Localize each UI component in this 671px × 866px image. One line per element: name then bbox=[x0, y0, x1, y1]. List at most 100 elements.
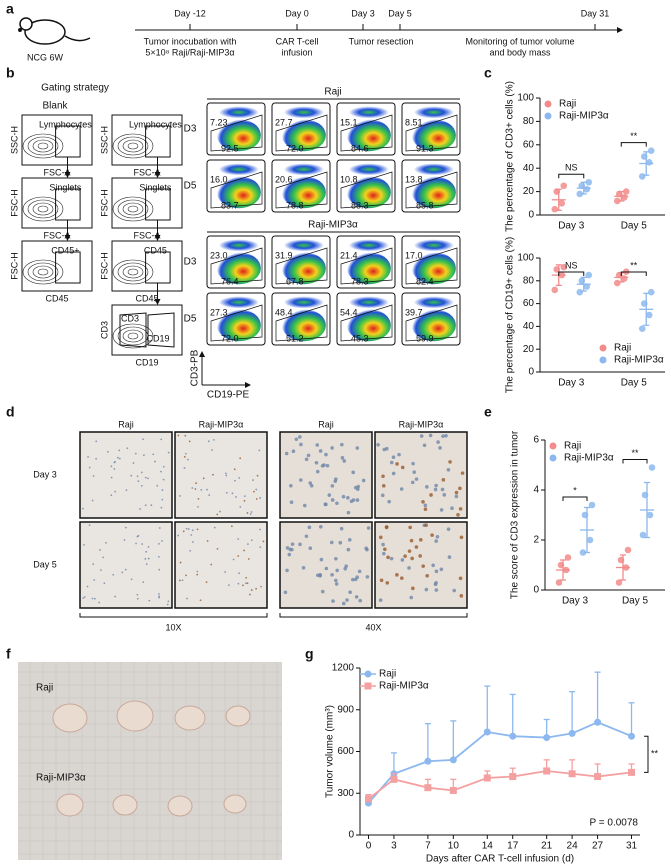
ihc-cell bbox=[92, 563, 95, 566]
ihc-cell bbox=[234, 479, 236, 482]
ihc-cell bbox=[260, 585, 262, 588]
ihc-cell bbox=[230, 525, 233, 528]
y-tick-label: 0 bbox=[528, 367, 534, 378]
flow-density bbox=[218, 296, 259, 309]
data-point bbox=[558, 200, 566, 207]
ihc-cell bbox=[448, 460, 452, 464]
ihc-cell bbox=[410, 480, 415, 485]
ihc-cell bbox=[434, 588, 439, 592]
ihc-cell bbox=[399, 487, 404, 491]
ihc-cell bbox=[118, 457, 121, 460]
ihc-cell bbox=[330, 498, 335, 502]
ihc-cell bbox=[284, 451, 289, 456]
significance-bracket bbox=[558, 271, 585, 276]
ihc-cell bbox=[434, 483, 438, 488]
ihc-cell bbox=[342, 459, 347, 463]
flow-gate bbox=[405, 114, 458, 152]
gating-x-label: FSC-A bbox=[44, 230, 71, 240]
ihc-cell bbox=[233, 468, 236, 471]
ihc-cell bbox=[106, 450, 109, 453]
ihc-cell bbox=[458, 507, 463, 511]
flow-gate bbox=[210, 114, 263, 152]
ihc-cell bbox=[425, 573, 429, 578]
flow-density bbox=[283, 163, 324, 176]
x-tick-label: 31 bbox=[626, 841, 638, 852]
flow-value: 8.51 bbox=[405, 117, 423, 127]
ihc-cell bbox=[395, 462, 399, 466]
marker bbox=[599, 344, 607, 352]
ihc-cell bbox=[335, 501, 339, 506]
contour bbox=[117, 199, 149, 219]
flow-gate bbox=[210, 171, 263, 209]
marker bbox=[544, 112, 552, 120]
ihc-cell bbox=[235, 496, 237, 498]
flow-value: 23.0 bbox=[210, 250, 228, 260]
photo-label: Raji-MIP3α bbox=[36, 773, 86, 784]
y-tick-label: 60 bbox=[523, 298, 535, 309]
ihc-cell bbox=[148, 599, 151, 602]
ihc-cell bbox=[179, 561, 182, 564]
ihc-cell bbox=[121, 571, 124, 574]
mouse-label: NCG 6W bbox=[27, 52, 64, 62]
ihc-cell bbox=[114, 595, 117, 598]
ihc-cell bbox=[158, 595, 160, 598]
ihc-cell bbox=[381, 542, 385, 547]
marker bbox=[549, 442, 557, 450]
ihc-cell bbox=[150, 504, 153, 507]
ihc-cell bbox=[246, 582, 249, 585]
ihc-cell bbox=[188, 440, 191, 443]
significance-bracket bbox=[644, 735, 649, 773]
flow-value: 78.8 bbox=[286, 200, 304, 210]
flow-gate bbox=[340, 304, 393, 342]
flow-density bbox=[348, 296, 389, 309]
ihc-cell bbox=[344, 564, 348, 568]
ihc-cell bbox=[391, 455, 396, 460]
ihc-cell bbox=[141, 543, 144, 545]
ihc-cell bbox=[143, 454, 145, 456]
ihc-cell bbox=[88, 466, 91, 469]
ihc-cell bbox=[145, 550, 148, 553]
ihc-cell bbox=[439, 567, 444, 572]
y-axis-label: Tumor volume (mm³) bbox=[325, 705, 336, 798]
timeline-event: Tumor resection bbox=[349, 36, 414, 46]
ihc-cell bbox=[197, 497, 200, 500]
ihc-cell bbox=[247, 543, 249, 546]
flow-density bbox=[218, 239, 259, 252]
ihc-cell bbox=[383, 547, 387, 552]
ihc-cell bbox=[124, 526, 127, 529]
ihc-cell bbox=[329, 540, 334, 545]
contour bbox=[122, 202, 144, 216]
data-point bbox=[555, 579, 563, 586]
ihc-cell bbox=[421, 564, 425, 568]
ihc-cell bbox=[227, 584, 230, 586]
y-tick-label: 80 bbox=[523, 275, 535, 286]
ihc-cell bbox=[436, 440, 440, 444]
x-tick-label: 24 bbox=[567, 841, 579, 852]
ihc-cell bbox=[243, 499, 246, 502]
ihc-cell bbox=[259, 546, 262, 549]
y-tick-label: 0 bbox=[528, 210, 534, 221]
contour bbox=[127, 332, 139, 340]
ihc-cell bbox=[161, 498, 164, 501]
ihc-cell bbox=[412, 470, 417, 474]
x-tick-label: 0 bbox=[366, 841, 372, 852]
y-tick-label: 100 bbox=[517, 93, 534, 104]
data-point bbox=[645, 311, 653, 319]
ihc-cell bbox=[99, 549, 101, 551]
marker bbox=[599, 356, 607, 364]
ihc-cell bbox=[356, 484, 361, 489]
ihc-cell bbox=[397, 452, 401, 457]
ihc-cell bbox=[333, 479, 338, 484]
ihc-cell bbox=[298, 542, 302, 547]
ihc-cell bbox=[250, 589, 253, 591]
ihc-cell bbox=[454, 490, 459, 495]
ihc-cell bbox=[381, 474, 385, 479]
marker bbox=[594, 718, 602, 726]
legend-label: Raji-MIP3α bbox=[559, 111, 609, 122]
ihc-cell bbox=[423, 507, 428, 511]
ihc-cell bbox=[154, 460, 156, 463]
data-point bbox=[647, 288, 655, 296]
tumor bbox=[56, 793, 84, 817]
ihc-cell bbox=[191, 529, 194, 532]
ihc-cell bbox=[183, 467, 186, 469]
